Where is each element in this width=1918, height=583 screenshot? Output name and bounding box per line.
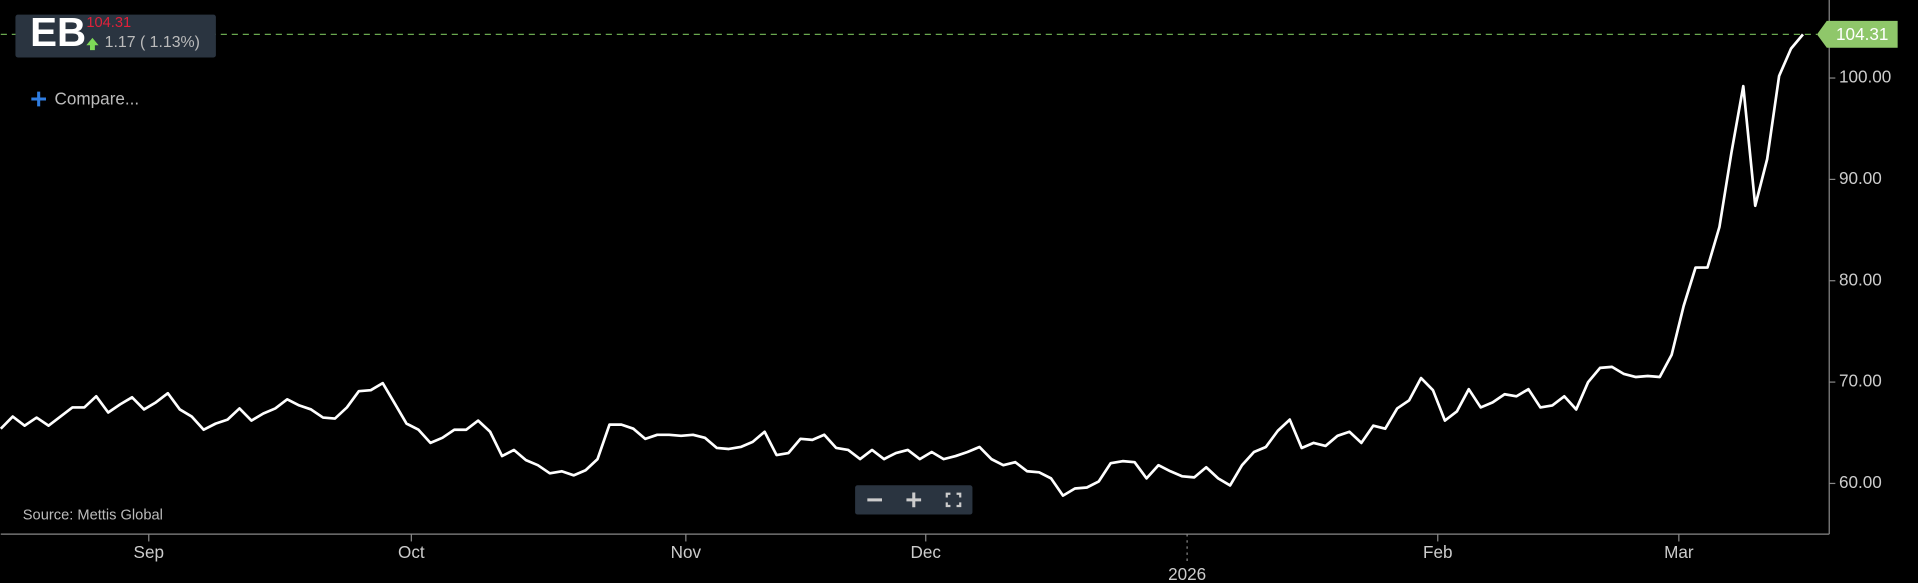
ticker-box bbox=[15, 14, 216, 58]
y-tick-label: 60.00 bbox=[1839, 473, 1882, 492]
x-tick-label: Sep bbox=[134, 543, 164, 562]
compare-icon bbox=[31, 91, 46, 107]
y-tick-label: 80.00 bbox=[1839, 270, 1882, 289]
y-tick-label: 100.00 bbox=[1839, 68, 1891, 87]
last-price: 104.31 bbox=[86, 15, 131, 31]
plot: 60.00 70.00 80.00 90.00 100.00 Sep Oct Nov Dec 20… bbox=[0, 33, 1891, 583]
x-tick-label: 2026 bbox=[1168, 565, 1206, 583]
fullscreen[interactable] bbox=[945, 492, 962, 508]
source: Source: Mettis Global bbox=[23, 508, 163, 524]
compare-button[interactable]: Compare... bbox=[31, 90, 139, 109]
y-tick-label: 70.00 bbox=[1839, 372, 1882, 391]
zoom-in[interactable] bbox=[906, 492, 922, 508]
x-tick-label: Nov bbox=[671, 543, 702, 562]
ticker: EB bbox=[30, 9, 86, 55]
last-price-tag bbox=[1817, 20, 1898, 48]
x-tick-label: Dec bbox=[911, 543, 942, 562]
x-tick-label: Mar bbox=[1664, 543, 1694, 562]
x-tick-label: Oct bbox=[398, 543, 425, 562]
change: 1.17 ( 1.13%) bbox=[105, 34, 200, 51]
price-line bbox=[0, 33, 1805, 497]
x-tick-label: Feb bbox=[1423, 543, 1452, 562]
y-tick-label: 90.00 bbox=[1839, 169, 1882, 188]
last-price-tag-label: 104.31 bbox=[1836, 25, 1888, 44]
compare-label[interactable]: Compare... bbox=[55, 90, 140, 109]
up-arrow bbox=[86, 37, 99, 51]
